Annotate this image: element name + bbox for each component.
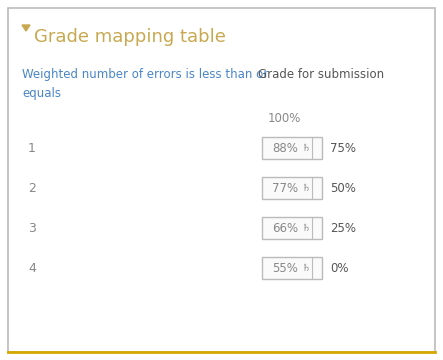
- Text: Grade for submission: Grade for submission: [258, 68, 384, 81]
- Text: ♄: ♄: [302, 263, 311, 273]
- Text: 88%: 88%: [272, 141, 298, 154]
- Text: 25%: 25%: [330, 221, 356, 234]
- Bar: [262, 217, 322, 239]
- Text: Grade mapping table: Grade mapping table: [34, 28, 226, 46]
- Text: ♄: ♄: [302, 143, 311, 153]
- Bar: [262, 257, 322, 279]
- Text: 3: 3: [28, 221, 36, 234]
- Text: ♄: ♄: [302, 183, 311, 193]
- Text: ♄: ♄: [302, 223, 311, 233]
- Polygon shape: [22, 25, 30, 31]
- Text: 100%: 100%: [268, 112, 301, 125]
- Text: 50%: 50%: [330, 181, 356, 194]
- Text: 2: 2: [28, 181, 36, 194]
- Text: 4: 4: [28, 261, 36, 274]
- Bar: [262, 137, 322, 159]
- Text: 66%: 66%: [272, 221, 298, 234]
- Text: 0%: 0%: [330, 261, 349, 274]
- Text: 1: 1: [28, 141, 36, 154]
- Text: 55%: 55%: [272, 261, 298, 274]
- Bar: [262, 177, 322, 199]
- Text: Weighted number of errors is less than or
equals: Weighted number of errors is less than o…: [22, 68, 268, 100]
- Text: 77%: 77%: [272, 181, 298, 194]
- Text: 75%: 75%: [330, 141, 356, 154]
